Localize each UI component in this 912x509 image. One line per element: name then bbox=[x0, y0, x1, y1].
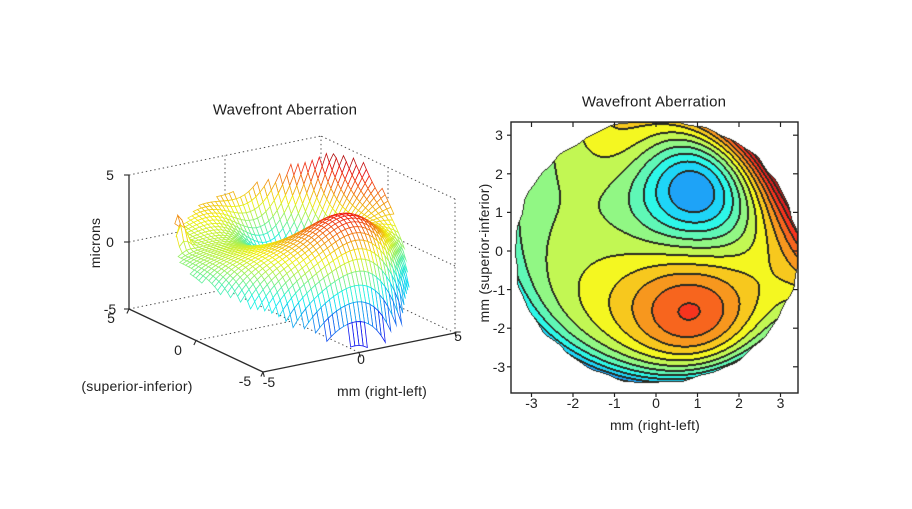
right-plot-x-tick: 1 bbox=[693, 395, 702, 411]
right-plot-y-tick: 0 bbox=[495, 243, 503, 259]
left-plot-z-tick: 5 bbox=[106, 167, 114, 183]
right-plot-x-tick: 0 bbox=[652, 395, 660, 411]
right-plot-y-tick: -3 bbox=[492, 358, 506, 375]
left-plot-x-axis-label: mm (right-left) bbox=[336, 383, 428, 399]
right-plot-x-tick: -2 bbox=[566, 395, 580, 411]
left-plot-z-tick: -5 bbox=[103, 301, 117, 317]
left-plot-y-tick: 0 bbox=[174, 342, 182, 358]
right-plot-x-tick: 3 bbox=[776, 395, 785, 411]
left-plot-y-tick: -5 bbox=[238, 373, 252, 389]
right-plot-x-tick: -1 bbox=[608, 395, 621, 411]
right-plot-y-tick: 1 bbox=[495, 204, 503, 221]
left-plot-z-tick: 0 bbox=[106, 234, 114, 250]
right-plot-x-tick: 2 bbox=[735, 395, 743, 411]
right-plot-y-tick: -2 bbox=[492, 320, 506, 337]
right-plot-y-axis-label: mm (superior-inferior) bbox=[476, 183, 492, 323]
right-plot-x-axis-label: mm (right-left) bbox=[609, 417, 701, 433]
left-plot-y-tick: 5 bbox=[107, 310, 115, 326]
left-plot-x-tick: -5 bbox=[262, 374, 276, 390]
left-plot-x-tick: 0 bbox=[357, 351, 365, 367]
left-plot-z-axis-label: microns bbox=[87, 217, 103, 269]
right-plot-y-tick: 3 bbox=[495, 127, 503, 144]
right-plot-title: Wavefront Aberration bbox=[581, 93, 727, 111]
left-plot-title: Wavefront Aberration bbox=[212, 101, 358, 119]
right-plot-x-tick: -3 bbox=[525, 395, 538, 411]
left-plot-y-axis-label: (superior-inferior) bbox=[81, 378, 193, 394]
left-plot-x-tick: 5 bbox=[454, 328, 462, 344]
right-plot-y-tick: -1 bbox=[492, 281, 506, 298]
right-plot-y-tick: 2 bbox=[495, 165, 503, 182]
